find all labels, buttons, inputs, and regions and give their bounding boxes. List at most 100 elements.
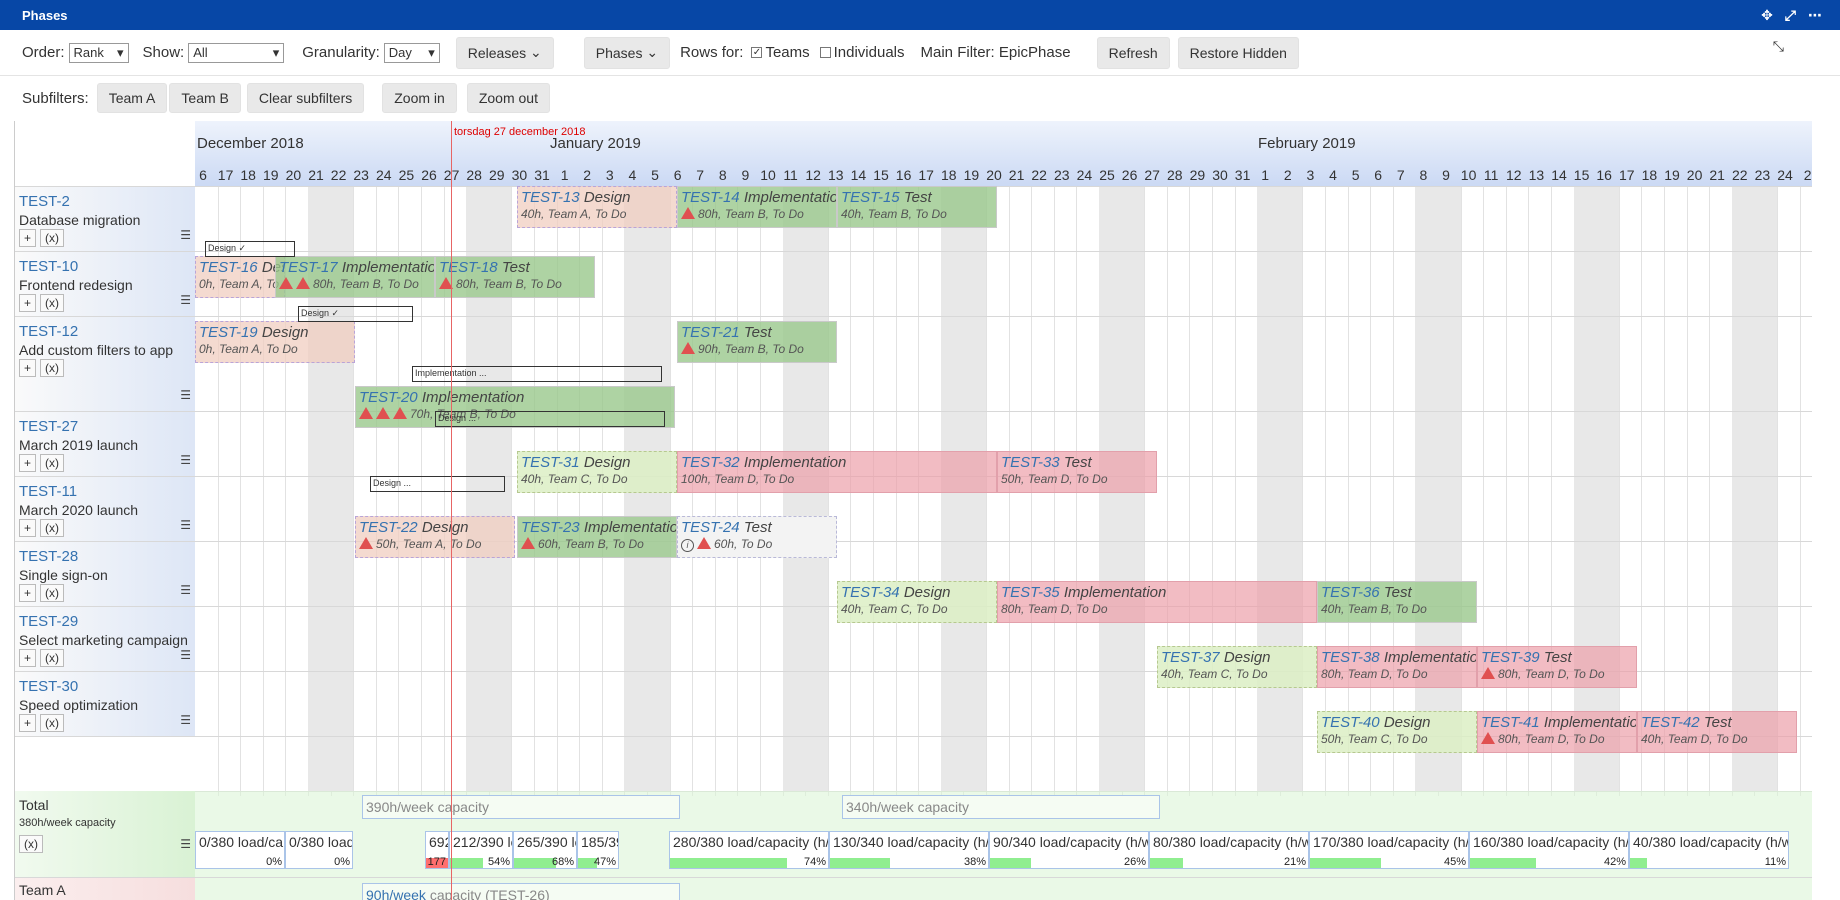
- add-row-button[interactable]: +: [19, 454, 37, 472]
- add-row-button[interactable]: +: [19, 649, 37, 667]
- task-bar[interactable]: TEST-40 Design 50h, Team C, To Do: [1317, 711, 1477, 753]
- row-key-link[interactable]: TEST-27: [19, 418, 79, 435]
- remove-row-button[interactable]: (x): [40, 584, 65, 602]
- task-bar[interactable]: TEST-24 Test i 60h, To Do: [677, 516, 837, 558]
- add-row-button[interactable]: +: [19, 519, 37, 537]
- task-key-link[interactable]: TEST-31: [521, 454, 580, 471]
- task-bar[interactable]: TEST-36 Test 40h, Team B, To Do: [1317, 581, 1477, 623]
- task-bar[interactable]: TEST-18 Test 80h, Team B, To Do: [435, 256, 595, 298]
- remove-row-button[interactable]: (x): [40, 714, 65, 732]
- task-key-link[interactable]: TEST-19: [199, 324, 258, 341]
- task-bar[interactable]: TEST-37 Design 40h, Team C, To Do: [1157, 646, 1317, 688]
- row-key-link[interactable]: TEST-12: [19, 323, 79, 340]
- task-key-link[interactable]: TEST-32: [681, 454, 740, 471]
- task-key-link[interactable]: TEST-36: [1321, 584, 1380, 601]
- row-key-link[interactable]: TEST-29: [19, 613, 79, 630]
- row-menu-icon[interactable]: ☰: [180, 228, 191, 242]
- individuals-checkbox[interactable]: [819, 47, 831, 58]
- add-row-button[interactable]: +: [19, 584, 37, 602]
- task-key-link[interactable]: TEST-39: [1481, 649, 1540, 666]
- release-marker[interactable]: Implementation ...: [412, 366, 662, 382]
- task-bar[interactable]: TEST-42 Test 40h, Team D, To Do: [1637, 711, 1797, 753]
- task-bar[interactable]: TEST-19 Design 0h, Team A, To Do: [195, 321, 355, 363]
- releases-button[interactable]: Releases ⌄: [455, 36, 554, 69]
- task-bar[interactable]: TEST-21 Test 90h, Team B, To Do: [677, 321, 837, 363]
- row-menu-icon[interactable]: ☰: [180, 293, 191, 307]
- task-key-link[interactable]: TEST-24: [681, 519, 740, 536]
- zoom-in-button[interactable]: Zoom in: [382, 83, 457, 113]
- task-bar[interactable]: TEST-34 Design 40h, Team C, To Do: [837, 581, 997, 623]
- refresh-button[interactable]: Refresh: [1096, 36, 1170, 69]
- zoom-out-button[interactable]: Zoom out: [466, 83, 550, 113]
- show-select[interactable]: All ▾: [188, 42, 285, 63]
- row-menu-icon[interactable]: ☰: [180, 453, 191, 467]
- order-select[interactable]: Rank ▾: [68, 42, 129, 63]
- add-row-button[interactable]: +: [19, 229, 37, 247]
- task-key-link[interactable]: TEST-20: [359, 389, 418, 406]
- task-key-link[interactable]: TEST-17: [279, 259, 338, 276]
- task-key-link[interactable]: TEST-13: [521, 189, 580, 206]
- more-icon[interactable]: ⋯: [1808, 6, 1822, 23]
- remove-row-button[interactable]: (x): [40, 519, 65, 537]
- task-key-link[interactable]: TEST-21: [681, 324, 740, 341]
- clear-subfilters-button[interactable]: Clear subfilters: [246, 83, 365, 113]
- task-bar[interactable]: TEST-35 Implementation 80h, Team D, To Do: [997, 581, 1317, 623]
- subfilter-team-a-button[interactable]: Team A: [96, 83, 168, 113]
- task-bar[interactable]: TEST-17 Implementation 80h, Team B, To Do: [275, 256, 435, 298]
- move-icon[interactable]: ✥: [1761, 6, 1773, 23]
- task-bar[interactable]: TEST-20 Implementation 70h, Team B, To Do: [355, 386, 675, 428]
- release-marker[interactable]: Design ...: [435, 411, 665, 427]
- task-bar[interactable]: TEST-15 Test 40h, Team B, To Do: [837, 186, 997, 228]
- task-key-link[interactable]: TEST-14: [681, 189, 740, 206]
- release-marker[interactable]: Design ✓: [298, 306, 413, 322]
- task-key-link[interactable]: TEST-15: [841, 189, 900, 206]
- task-bar[interactable]: TEST-14 Implementation 80h, Team B, To Do: [677, 186, 837, 228]
- remove-row-button[interactable]: (x): [40, 229, 65, 247]
- remove-row-button[interactable]: (x): [40, 359, 65, 377]
- add-row-button[interactable]: +: [19, 714, 37, 732]
- task-bar[interactable]: TEST-31 Design 40h, Team C, To Do: [517, 451, 677, 493]
- task-bar[interactable]: TEST-33 Test 50h, Team D, To Do: [997, 451, 1157, 493]
- add-row-button[interactable]: +: [19, 359, 37, 377]
- row-key-link[interactable]: TEST-30: [19, 678, 79, 695]
- remove-row-button[interactable]: (x): [40, 294, 65, 312]
- subfilter-team-b-button[interactable]: Team B: [169, 83, 241, 113]
- granularity-select[interactable]: Day ▾: [383, 42, 440, 63]
- row-menu-icon[interactable]: ☰: [180, 713, 191, 727]
- phases-button[interactable]: Phases ⌄: [583, 36, 671, 69]
- task-key-link[interactable]: TEST-35: [1001, 584, 1060, 601]
- release-marker[interactable]: Design ...: [370, 476, 505, 492]
- task-bar[interactable]: TEST-41 Implementation 80h, Team D, To Do: [1477, 711, 1637, 753]
- task-key-link[interactable]: TEST-18: [439, 259, 498, 276]
- row-key-link[interactable]: TEST-11: [19, 483, 78, 500]
- row-key-link[interactable]: TEST-2: [19, 193, 70, 210]
- row-key-link[interactable]: TEST-28: [19, 548, 79, 565]
- task-key-link[interactable]: TEST-23: [521, 519, 580, 536]
- task-key-link[interactable]: TEST-41: [1481, 714, 1540, 731]
- row-menu-icon[interactable]: ☰: [180, 518, 191, 532]
- row-menu-icon[interactable]: ☰: [180, 388, 191, 402]
- row-menu-icon[interactable]: ☰: [180, 837, 191, 851]
- task-bar[interactable]: TEST-38 Implementation 80h, Team D, To Do: [1317, 646, 1477, 688]
- row-key-link[interactable]: TEST-10: [19, 258, 79, 275]
- task-key-link[interactable]: TEST-16: [199, 259, 258, 276]
- remove-row-button[interactable]: (x): [40, 649, 65, 667]
- task-key-link[interactable]: TEST-22: [359, 519, 418, 536]
- task-bar[interactable]: TEST-39 Test 80h, Team D, To Do: [1477, 646, 1637, 688]
- task-bar[interactable]: TEST-32 Implementation 100h, Team D, To D…: [677, 451, 997, 493]
- restore-hidden-button[interactable]: Restore Hidden: [1177, 36, 1299, 69]
- teams-checkbox[interactable]: ✓: [751, 47, 763, 58]
- row-menu-icon[interactable]: ☰: [180, 583, 191, 597]
- task-key-link[interactable]: TEST-40: [1321, 714, 1380, 731]
- expand-icon[interactable]: ⤢: [1784, 6, 1796, 23]
- task-bar[interactable]: TEST-13 Design 40h, Team A, To Do: [517, 186, 677, 228]
- row-menu-icon[interactable]: ☰: [180, 648, 191, 662]
- task-bar[interactable]: TEST-22 Design 50h, Team A, To Do: [355, 516, 515, 558]
- remove-row-button[interactable]: (x): [19, 835, 43, 853]
- task-key-link[interactable]: TEST-38: [1321, 649, 1380, 666]
- collapse-icon[interactable]: ⤡: [1772, 38, 1784, 54]
- add-row-button[interactable]: +: [19, 294, 37, 312]
- release-marker[interactable]: Design ✓: [205, 241, 295, 257]
- remove-row-button[interactable]: (x): [40, 454, 65, 472]
